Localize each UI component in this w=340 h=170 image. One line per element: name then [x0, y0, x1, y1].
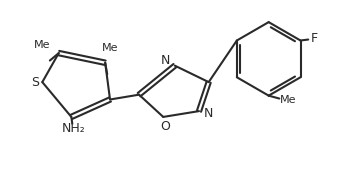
Text: O: O [160, 120, 170, 133]
Text: N: N [160, 54, 170, 67]
Text: Me: Me [280, 96, 296, 105]
Text: S: S [32, 76, 39, 89]
Text: Me: Me [34, 40, 51, 50]
Text: Me: Me [102, 43, 118, 53]
Text: N: N [204, 107, 214, 120]
Text: F: F [310, 32, 318, 45]
Text: NH₂: NH₂ [62, 122, 85, 135]
